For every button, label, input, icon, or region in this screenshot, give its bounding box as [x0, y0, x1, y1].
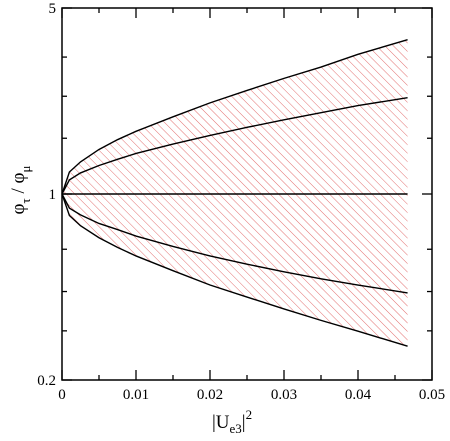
tick-labels-layer: 0 0.01 0.02 0.03 0.04 0.05 0.2 1 5 [37, 1, 445, 403]
ticks-layer [61, 7, 433, 381]
series-curve-5 [61, 193, 408, 347]
hatch-band [62, 39, 408, 347]
series-curve-1 [61, 39, 408, 195]
series-curve-4 [61, 193, 408, 294]
series-curves-layer [61, 39, 408, 347]
x-tick-label: 0.04 [345, 387, 372, 403]
x-tick-label: 0.03 [271, 387, 297, 403]
y-axis-label: φτ / φμ [8, 166, 33, 215]
x-tick-label: 0.02 [197, 387, 223, 403]
x-axis-label: |Ue3|2 [212, 407, 252, 436]
y-tick-label: 0.2 [37, 373, 56, 389]
x-tick-label: 0.05 [419, 387, 445, 403]
series-curve-2 [61, 97, 408, 195]
x-tick-label: 0 [58, 387, 66, 403]
y-tick-label: 5 [49, 1, 57, 17]
y-tick-label: 1 [49, 187, 57, 203]
hatch-fill-layer [62, 39, 408, 347]
x-tick-label: 0.01 [123, 387, 149, 403]
